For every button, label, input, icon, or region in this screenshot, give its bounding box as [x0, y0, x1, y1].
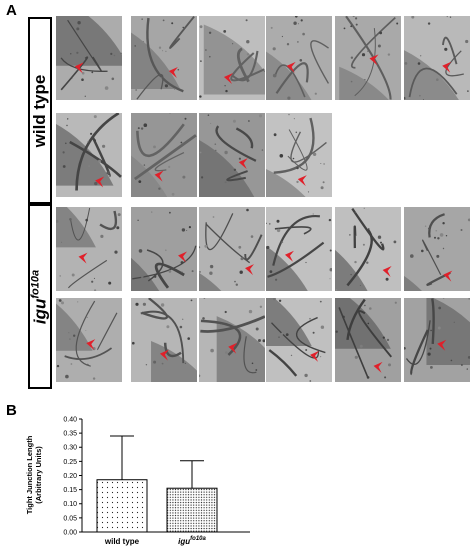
red-arrowhead-icon — [437, 339, 447, 351]
micrograph-tile — [199, 113, 265, 197]
micrograph-tile — [404, 16, 470, 100]
red-arrowhead-icon — [178, 251, 188, 263]
red-arrowhead-icon — [369, 54, 379, 66]
micrograph-tile — [404, 298, 470, 382]
wild-type-label: wild type — [30, 74, 49, 147]
red-arrowhead-icon — [442, 61, 452, 73]
micrograph-tile — [199, 16, 265, 100]
red-arrowhead-icon — [95, 176, 105, 188]
bar-igu — [166, 487, 218, 533]
micrograph-tile — [131, 207, 197, 291]
micrograph-tile — [56, 113, 122, 197]
micrograph-tile — [266, 207, 332, 291]
y-tick-label: 0.35 — [63, 431, 77, 438]
red-arrowhead-icon — [310, 350, 320, 362]
y-tick-label: 0.05 — [63, 515, 77, 522]
panel-b-letter: B — [6, 402, 17, 419]
y-axis-label-line1: Tight Junction Length — [25, 435, 34, 514]
red-arrowhead-icon — [382, 265, 392, 277]
igu-label-box: igufo10a — [28, 204, 52, 389]
red-arrowhead-icon — [286, 61, 296, 73]
red-arrowhead-icon — [245, 264, 255, 276]
y-tick-label: 0.20 — [63, 473, 77, 480]
micrograph-tile — [199, 298, 265, 382]
red-arrowhead-icon — [168, 66, 178, 78]
red-arrowhead-icon — [443, 270, 453, 282]
y-tick-label: 0.10 — [63, 501, 77, 508]
tight-junction-bar-chart: 0.00 0.05 0.10 0.15 0.20 0.25 0.30 0.35 0.40 Tigh… — [25, 416, 250, 546]
y-axis-label: Tight Junction Length(Arbitrary Units) — [25, 435, 43, 514]
category-label-superscript: fo10a — [190, 536, 206, 542]
micrograph-tile — [131, 298, 197, 382]
y-tick-label: 0.00 — [63, 529, 77, 536]
micrograph-tile — [266, 113, 332, 197]
micrograph-tile — [56, 16, 122, 100]
red-arrowhead-icon — [297, 175, 307, 187]
micrograph-tile — [56, 298, 122, 382]
red-arrowhead-icon — [86, 339, 96, 351]
micrograph-tile — [131, 16, 197, 100]
micrograph-tile — [335, 16, 401, 100]
red-arrowhead-icon — [373, 361, 383, 373]
red-arrowhead-icon — [228, 342, 238, 354]
red-arrowhead-icon — [159, 349, 169, 361]
micrograph-tile — [335, 298, 401, 382]
igu-label: igufo10a — [29, 269, 50, 324]
micrograph-tile — [199, 207, 265, 291]
category-label: igufo10a — [178, 536, 206, 546]
category-label-main: wild type — [104, 537, 140, 546]
category-label-main: igu — [178, 537, 190, 546]
y-tick-label: 0.40 — [63, 416, 77, 423]
micrograph-tile — [404, 207, 470, 291]
red-arrowhead-icon — [223, 73, 233, 85]
micrograph-tile — [266, 298, 332, 382]
red-arrowhead-icon — [238, 158, 248, 170]
wild-type-label-box: wild type — [28, 17, 52, 204]
category-label: wild type — [104, 537, 140, 546]
red-arrowhead-icon — [284, 250, 294, 262]
micrograph-tile — [266, 16, 332, 100]
y-tick-label: 0.25 — [63, 459, 77, 466]
y-axis-label-line2: (Arbitrary Units) — [34, 446, 43, 504]
y-tick-label: 0.30 — [63, 445, 77, 452]
red-arrowhead-icon — [154, 170, 164, 182]
micrograph-tile — [56, 207, 122, 291]
red-arrowhead-icon — [74, 62, 84, 74]
panel-a-letter: A — [6, 2, 17, 19]
micrograph-tile — [335, 207, 401, 291]
red-arrowhead-icon — [78, 252, 88, 264]
y-tick-label: 0.15 — [63, 487, 77, 494]
micrograph-tile — [131, 113, 197, 197]
bar-wild-type — [96, 479, 148, 533]
